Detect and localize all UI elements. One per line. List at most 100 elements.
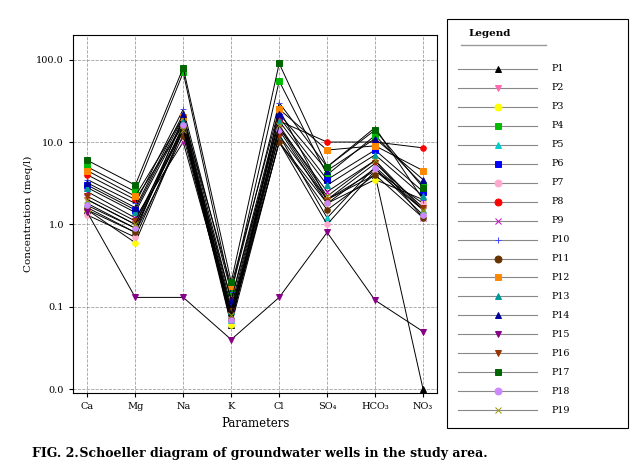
P7 <box>228 317 235 322</box>
P4 <box>84 164 91 170</box>
P11 <box>228 317 235 322</box>
P2 <box>84 197 91 202</box>
P13 <box>131 210 139 215</box>
P7 <box>131 234 139 240</box>
Line: P3: P3 <box>84 127 426 328</box>
P18 <box>131 226 139 231</box>
P19 <box>131 222 139 227</box>
P17 <box>228 279 235 285</box>
P1 <box>323 197 331 202</box>
Text: P17: P17 <box>552 368 570 377</box>
P11 <box>131 230 139 235</box>
P14 <box>372 136 379 141</box>
P3 <box>419 197 427 202</box>
P4 <box>372 133 379 138</box>
P2 <box>419 207 427 213</box>
P13 <box>275 118 283 124</box>
P11 <box>275 139 283 145</box>
P8 <box>179 122 187 128</box>
P15 <box>275 295 283 300</box>
Line: P10: P10 <box>84 100 426 295</box>
P10 <box>228 290 235 295</box>
Line: P11: P11 <box>84 133 426 322</box>
Text: P6: P6 <box>552 159 564 168</box>
P9 <box>179 139 187 145</box>
P9 <box>84 189 91 194</box>
Text: P5: P5 <box>552 140 564 149</box>
P15 <box>228 337 235 342</box>
P12 <box>419 168 427 173</box>
P10 <box>372 125 379 130</box>
P19 <box>275 122 283 128</box>
P15 <box>131 295 139 300</box>
P19 <box>323 193 331 199</box>
P15 <box>372 298 379 303</box>
P12 <box>323 147 331 153</box>
Line: P14: P14 <box>84 111 426 303</box>
P5 <box>131 226 139 231</box>
P18 <box>323 200 331 206</box>
P11 <box>372 172 379 178</box>
P7 <box>179 127 187 133</box>
P13 <box>84 185 91 190</box>
P18 <box>179 122 187 128</box>
P3 <box>372 177 379 182</box>
P2 <box>131 222 139 227</box>
P17 <box>323 164 331 170</box>
P4 <box>179 70 187 75</box>
Text: P14: P14 <box>552 311 570 320</box>
P1 <box>131 230 139 235</box>
Text: P13: P13 <box>552 292 570 301</box>
P13 <box>228 308 235 313</box>
Line: P16: P16 <box>84 125 426 313</box>
P10 <box>131 200 139 206</box>
Text: FIG. 2.: FIG. 2. <box>32 447 79 460</box>
P4 <box>131 189 139 194</box>
P15 <box>323 230 331 235</box>
Text: P4: P4 <box>552 121 564 130</box>
P8 <box>131 197 139 202</box>
Line: P1: P1 <box>84 106 426 392</box>
P2 <box>179 118 187 124</box>
P17 <box>275 60 283 66</box>
Line: P8: P8 <box>84 118 426 303</box>
Text: P2: P2 <box>552 83 564 93</box>
P8 <box>372 139 379 145</box>
Text: P18: P18 <box>552 387 570 396</box>
P14 <box>275 111 283 117</box>
Text: P10: P10 <box>552 235 570 244</box>
Line: P2: P2 <box>84 118 426 318</box>
P3 <box>179 127 187 133</box>
P3 <box>323 200 331 206</box>
P7 <box>323 222 331 227</box>
Line: P4: P4 <box>84 70 426 295</box>
P12 <box>84 168 91 173</box>
P8 <box>275 118 283 124</box>
P6 <box>372 147 379 153</box>
P2 <box>372 168 379 173</box>
P16 <box>131 218 139 224</box>
P18 <box>84 203 91 208</box>
P16 <box>323 197 331 202</box>
P8 <box>228 298 235 303</box>
P16 <box>372 160 379 166</box>
P4 <box>228 290 235 295</box>
P19 <box>419 207 427 213</box>
P6 <box>228 304 235 310</box>
P17 <box>84 158 91 163</box>
P3 <box>131 240 139 246</box>
P1 <box>372 172 379 178</box>
P12 <box>131 193 139 199</box>
P5 <box>179 125 187 130</box>
P13 <box>323 182 331 188</box>
P10 <box>323 164 331 170</box>
P1 <box>228 322 235 328</box>
P18 <box>275 127 283 133</box>
X-axis label: Parameters: Parameters <box>221 417 289 430</box>
P9 <box>419 215 427 221</box>
P5 <box>228 317 235 322</box>
P14 <box>131 205 139 210</box>
Text: P12: P12 <box>552 273 570 282</box>
P10 <box>84 177 91 182</box>
P17 <box>419 185 427 190</box>
